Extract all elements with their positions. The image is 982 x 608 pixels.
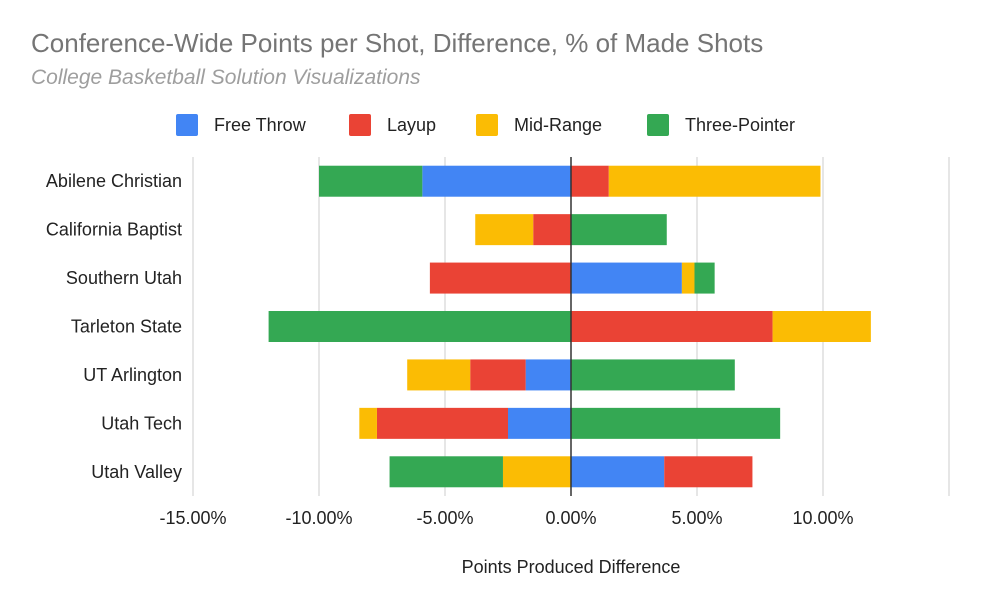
bar-ut-arlington-mid-range xyxy=(407,359,471,391)
bar-california-baptist-mid-range xyxy=(475,214,534,246)
bar-utah-tech-mid-range xyxy=(359,407,377,439)
bar-southern-utah-three-pointer xyxy=(694,262,715,294)
bar-ut-arlington-three-pointer xyxy=(571,359,735,391)
bar-tarleton-state-three-pointer xyxy=(268,311,571,342)
bar-utah-valley-layup xyxy=(664,456,753,488)
x-tick-label: -15.00% xyxy=(159,508,226,528)
legend: Free Throw Layup Mid-Range Three-Pointer xyxy=(176,114,795,136)
tick-labels: -15.00% -10.00% -5.00% 0.00% 5.00% 10.00% xyxy=(159,508,853,528)
x-tick-label: -5.00% xyxy=(416,508,473,528)
category-label-southern-utah: Southern Utah xyxy=(66,268,182,288)
category-label-utah-valley: Utah Valley xyxy=(91,462,182,482)
bar-tarleton-state-layup xyxy=(571,311,773,342)
legend-swatch-free-throw xyxy=(176,114,198,136)
category-label-tarleton-state: Tarleton State xyxy=(71,317,182,337)
bar-utah-valley-free-throw xyxy=(571,456,665,488)
category-label-ut-arlington: UT Arlington xyxy=(83,365,182,385)
bar-abilene-christian-mid-range xyxy=(608,165,821,197)
legend-label-three-pointer: Three-Pointer xyxy=(685,115,795,135)
bar-utah-tech-layup xyxy=(376,407,508,439)
bars xyxy=(268,165,871,488)
category-label-utah-tech: Utah Tech xyxy=(101,413,182,433)
legend-swatch-three-pointer xyxy=(647,114,669,136)
legend-label-free-throw: Free Throw xyxy=(214,115,307,135)
bar-utah-valley-mid-range xyxy=(502,456,571,488)
x-tick-label: -10.00% xyxy=(285,508,352,528)
category-label-abilene-christian: Abilene Christian xyxy=(46,171,182,191)
bar-abilene-christian-three-pointer xyxy=(319,165,423,197)
x-axis-title: Points Produced Difference xyxy=(462,557,681,577)
bar-ut-arlington-free-throw xyxy=(525,359,571,391)
chart-title: Conference-Wide Points per Shot, Differe… xyxy=(31,28,764,58)
bar-utah-tech-free-throw xyxy=(508,407,571,439)
bar-utah-tech-three-pointer xyxy=(571,407,781,439)
legend-label-mid-range: Mid-Range xyxy=(514,115,602,135)
bar-southern-utah-layup xyxy=(429,262,571,294)
bar-california-baptist-layup xyxy=(533,214,571,246)
category-labels: Abilene Christian California Baptist South… xyxy=(46,171,182,482)
x-tick-label: 10.00% xyxy=(792,508,853,528)
chart-subtitle: College Basketball Solution Visualizatio… xyxy=(31,66,421,89)
legend-swatch-mid-range xyxy=(476,114,498,136)
x-tick-label: 0.00% xyxy=(545,508,596,528)
x-tick-label: 5.00% xyxy=(671,508,722,528)
bar-tarleton-state-mid-range xyxy=(772,311,871,342)
legend-swatch-layup xyxy=(349,114,371,136)
bar-ut-arlington-layup xyxy=(470,359,526,391)
bar-abilene-christian-layup xyxy=(571,165,609,197)
bar-abilene-christian-free-throw xyxy=(422,165,571,197)
bar-utah-valley-three-pointer xyxy=(389,456,503,488)
bar-southern-utah-mid-range xyxy=(681,262,695,294)
bar-southern-utah-free-throw xyxy=(571,262,682,294)
category-label-california-baptist: California Baptist xyxy=(46,220,182,240)
bar-california-baptist-three-pointer xyxy=(571,214,667,246)
legend-label-layup: Layup xyxy=(387,115,436,135)
